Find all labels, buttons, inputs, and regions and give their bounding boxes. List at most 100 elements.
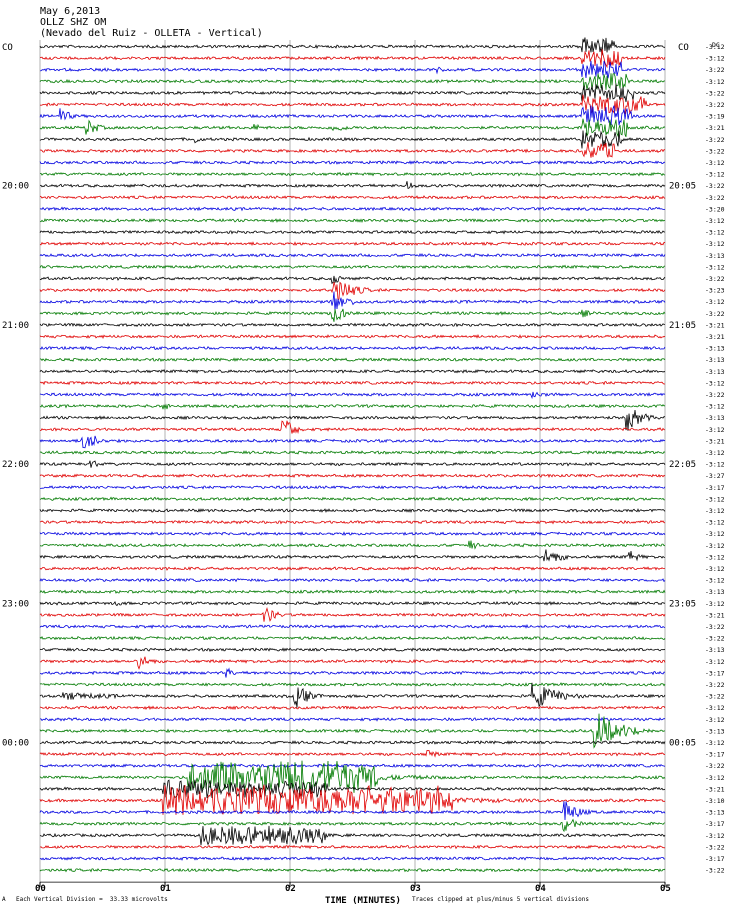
left-time-labels: 20:00 21:00 22:00 23:00 00:00 xyxy=(2,182,29,749)
trace-level-label: -3:22 xyxy=(705,275,725,283)
trace-level-label: -3:21 xyxy=(705,611,725,619)
trace-level-label: -3:22 xyxy=(705,843,725,851)
x-tick-label: 03 xyxy=(410,884,421,894)
trace-level-label: -3:12 xyxy=(705,658,725,666)
trace-level-label: -3:13 xyxy=(705,646,725,654)
trace-level-label: -3:12 xyxy=(705,461,725,469)
trace-64 xyxy=(39,779,666,799)
trace-43 xyxy=(40,540,666,550)
trace-45 xyxy=(39,566,666,571)
trace-level-label: -3:22 xyxy=(705,623,725,631)
trace-56 xyxy=(39,682,666,708)
trace-level-label: -3:13 xyxy=(705,414,725,422)
trace-46 xyxy=(39,577,666,583)
trace-27 xyxy=(39,357,666,362)
trace-11 xyxy=(39,171,666,177)
trace-61 xyxy=(39,749,666,758)
trace-level-label: -3:12 xyxy=(705,217,725,225)
trace-level-label: -3:12 xyxy=(705,171,725,179)
trace-level-label: -3:12 xyxy=(705,739,725,747)
trace-level-label: -3:27 xyxy=(705,472,725,480)
station-description: (Nevado del Ruiz - OLLETA - Vertical) xyxy=(40,28,263,39)
trace-67 xyxy=(39,818,666,833)
x-axis-title: TIME (MINUTES) xyxy=(325,896,401,906)
trace-35 xyxy=(39,450,666,455)
trace-level-label: -3:12 xyxy=(705,159,725,167)
trace-70 xyxy=(39,856,666,861)
trace-level-label: -3:12 xyxy=(705,530,725,538)
trace-level-label: -3:12 xyxy=(705,426,725,434)
trace-29 xyxy=(39,380,666,386)
trace-0 xyxy=(39,37,665,56)
trace-4 xyxy=(39,83,666,103)
trace-level-label: -3:13 xyxy=(705,809,725,817)
trace-level-label: -3:22 xyxy=(705,693,725,701)
right-time-label: 00:05 xyxy=(669,739,696,749)
trace-level-label: -3:12 xyxy=(705,519,725,527)
trace-level-label: -3:12 xyxy=(705,553,725,561)
trace-level-label: -3:12 xyxy=(705,403,725,411)
trace-level-label: -3:12 xyxy=(705,229,725,237)
trace-level-label: -3:12 xyxy=(705,55,725,63)
left-time-label: 23:00 xyxy=(2,599,29,609)
trace-49 xyxy=(39,606,666,622)
trace-level-label: -3:13 xyxy=(705,345,725,353)
left-corner-label: CO xyxy=(2,43,13,53)
trace-10 xyxy=(39,160,666,165)
trace-1 xyxy=(39,49,666,69)
left-time-label: 00:00 xyxy=(2,739,29,749)
trace-53 xyxy=(40,656,666,670)
trace-39 xyxy=(39,496,665,502)
trace-level-label: -3:17 xyxy=(705,669,725,677)
trace-level-label: -3:12 xyxy=(705,704,725,712)
trace-36 xyxy=(39,460,666,468)
trace-level-labels: -3:12 -3:12 -3:22 -3:12 -3:22 -3:22 -3:19 -3:21… xyxy=(705,43,725,875)
trace-level-label: -3:22 xyxy=(705,89,725,97)
trace-19 xyxy=(39,264,666,270)
trace-level-label: -3:22 xyxy=(705,194,725,202)
trace-level-label: -3:12 xyxy=(705,449,725,457)
trace-63 xyxy=(39,760,666,794)
plot-date: May 6,2013 xyxy=(40,6,101,17)
trace-60 xyxy=(39,740,666,745)
trace-24 xyxy=(39,322,666,328)
trace-41 xyxy=(39,519,666,525)
trace-14 xyxy=(39,206,666,212)
trace-69 xyxy=(39,844,666,850)
trace-level-label: -3:21 xyxy=(705,437,725,445)
trace-level-label: -3:21 xyxy=(705,333,725,341)
trace-level-label: -3:13 xyxy=(705,356,725,364)
trace-28 xyxy=(39,368,666,374)
trace-level-label: -3:17 xyxy=(705,855,725,863)
trace-6 xyxy=(39,105,666,126)
trace-level-label: -3:12 xyxy=(705,263,725,271)
trace-level-label: -3:22 xyxy=(705,182,725,190)
trace-65 xyxy=(39,784,666,815)
trace-18 xyxy=(39,253,666,258)
trace-7 xyxy=(39,118,666,138)
right-time-label: 21:05 xyxy=(669,321,696,331)
trace-51 xyxy=(39,635,666,641)
left-time-label: 22:00 xyxy=(2,460,29,470)
trace-level-label: -3:22 xyxy=(705,136,725,144)
left-time-label: 21:00 xyxy=(2,321,29,331)
trace-68 xyxy=(39,825,666,846)
trace-62 xyxy=(39,763,666,769)
trace-level-label: -3:21 xyxy=(705,321,725,329)
trace-level-label: -3:13 xyxy=(705,368,725,376)
trace-level-label: -3:12 xyxy=(705,716,725,724)
trace-level-label: -3:22 xyxy=(705,66,725,74)
trace-55 xyxy=(39,682,666,687)
trace-17 xyxy=(39,241,666,246)
trace-48 xyxy=(39,600,665,607)
seismic-traces xyxy=(39,37,666,873)
trace-38 xyxy=(39,485,666,490)
trace-23 xyxy=(39,308,666,322)
trace-level-label: -3:20 xyxy=(705,205,725,213)
trace-level-label: -3:12 xyxy=(705,495,725,503)
trace-level-label: -3:13 xyxy=(705,588,725,596)
trace-level-label: -3:22 xyxy=(705,310,725,318)
trace-level-label: -3:22 xyxy=(705,762,725,770)
trace-level-label: -3:12 xyxy=(705,298,725,306)
